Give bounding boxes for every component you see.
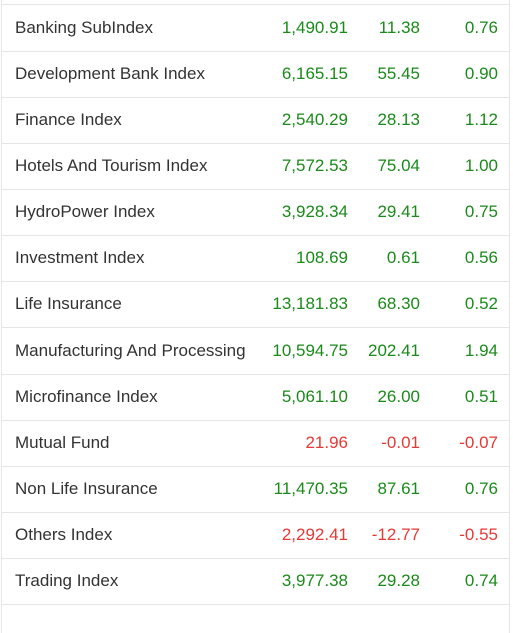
table-row[interactable]: Development Bank Index 6,165.15 55.45 0.90 bbox=[2, 51, 509, 98]
table-row[interactable]: HydroPower Index 3,928.34 29.41 0.75 bbox=[2, 189, 509, 236]
index-name[interactable]: Microfinance Index bbox=[2, 374, 253, 421]
index-value: 11,470.35 bbox=[253, 466, 348, 513]
table-row[interactable]: Banking SubIndex 1,490.91 11.38 0.76 bbox=[2, 5, 509, 52]
table-row[interactable]: Hotels And Tourism Index 7,572.53 75.04 1.0… bbox=[2, 143, 509, 190]
index-percent-change: 0.51 bbox=[420, 374, 509, 421]
index-percent-change: -0.55 bbox=[420, 512, 509, 559]
index-change: -12.77 bbox=[348, 512, 420, 559]
index-value: 2,292.41 bbox=[253, 512, 348, 559]
index-name[interactable]: Development Bank Index bbox=[2, 51, 253, 98]
sub-index-table-body: Banking SubIndex 1,490.91 11.38 0.76 Develop… bbox=[2, 5, 509, 605]
index-name[interactable]: Life Insurance bbox=[2, 281, 253, 328]
index-name[interactable]: Manufacturing And Processing bbox=[2, 327, 253, 375]
table-row[interactable]: Life Insurance 13,181.83 68.30 0.52 bbox=[2, 281, 509, 328]
index-name[interactable]: Finance Index bbox=[2, 97, 253, 144]
index-change: 68.30 bbox=[348, 281, 420, 328]
index-change: 11.38 bbox=[348, 5, 420, 52]
index-value: 13,181.83 bbox=[253, 281, 348, 328]
index-name[interactable]: Hotels And Tourism Index bbox=[2, 143, 253, 190]
index-change: 28.13 bbox=[348, 97, 420, 144]
index-percent-change: 1.94 bbox=[420, 327, 509, 375]
index-change: 29.41 bbox=[348, 189, 420, 236]
index-name[interactable]: Mutual Fund bbox=[2, 420, 253, 467]
index-value: 3,977.38 bbox=[253, 558, 348, 605]
table-row[interactable]: Investment Index 108.69 0.61 0.56 bbox=[2, 235, 509, 282]
index-name[interactable]: Investment Index bbox=[2, 235, 253, 282]
index-value: 21.96 bbox=[253, 420, 348, 467]
index-change: 29.28 bbox=[348, 558, 420, 605]
index-value: 1,490.91 bbox=[253, 5, 348, 52]
index-value: 3,928.34 bbox=[253, 189, 348, 236]
index-name[interactable]: Non Life Insurance bbox=[2, 466, 253, 513]
table-row[interactable]: Others Index 2,292.41 -12.77 -0.55 bbox=[2, 512, 509, 559]
table-row[interactable]: Trading Index 3,977.38 29.28 0.74 bbox=[2, 558, 509, 605]
index-percent-change: 1.00 bbox=[420, 143, 509, 190]
index-value: 108.69 bbox=[253, 235, 348, 282]
table-row[interactable]: Non Life Insurance 11,470.35 87.61 0.76 bbox=[2, 466, 509, 513]
index-change: 87.61 bbox=[348, 466, 420, 513]
index-value: 2,540.29 bbox=[253, 97, 348, 144]
index-percent-change: 0.76 bbox=[420, 5, 509, 52]
index-percent-change: 0.90 bbox=[420, 51, 509, 98]
index-change: 55.45 bbox=[348, 51, 420, 98]
index-value: 6,165.15 bbox=[253, 51, 348, 98]
table-row[interactable]: Manufacturing And Processing 10,594.75 202… bbox=[2, 327, 509, 375]
index-name[interactable]: Trading Index bbox=[2, 558, 253, 605]
index-percent-change: 1.12 bbox=[420, 97, 509, 144]
index-percent-change: 0.56 bbox=[420, 235, 509, 282]
index-change: -0.01 bbox=[348, 420, 420, 467]
index-percent-change: 0.52 bbox=[420, 281, 509, 328]
index-change: 75.04 bbox=[348, 143, 420, 190]
index-name[interactable]: HydroPower Index bbox=[2, 189, 253, 236]
index-percent-change: -0.07 bbox=[420, 420, 509, 467]
index-name[interactable]: Banking SubIndex bbox=[2, 5, 253, 52]
index-change: 202.41 bbox=[348, 327, 420, 375]
index-value: 5,061.10 bbox=[253, 374, 348, 421]
index-value: 10,594.75 bbox=[253, 327, 348, 375]
index-name[interactable]: Others Index bbox=[2, 512, 253, 559]
table-row[interactable]: Finance Index 2,540.29 28.13 1.12 bbox=[2, 97, 509, 144]
table-row[interactable]: Mutual Fund 21.96 -0.01 -0.07 bbox=[2, 420, 509, 467]
table-row[interactable]: Microfinance Index 5,061.10 26.00 0.51 bbox=[2, 374, 509, 421]
index-change: 0.61 bbox=[348, 235, 420, 282]
index-percent-change: 0.74 bbox=[420, 558, 509, 605]
index-percent-change: 0.75 bbox=[420, 189, 509, 236]
table-top-rule bbox=[2, 0, 509, 5]
index-value: 7,572.53 bbox=[253, 143, 348, 190]
index-change: 26.00 bbox=[348, 374, 420, 421]
index-percent-change: 0.76 bbox=[420, 466, 509, 513]
